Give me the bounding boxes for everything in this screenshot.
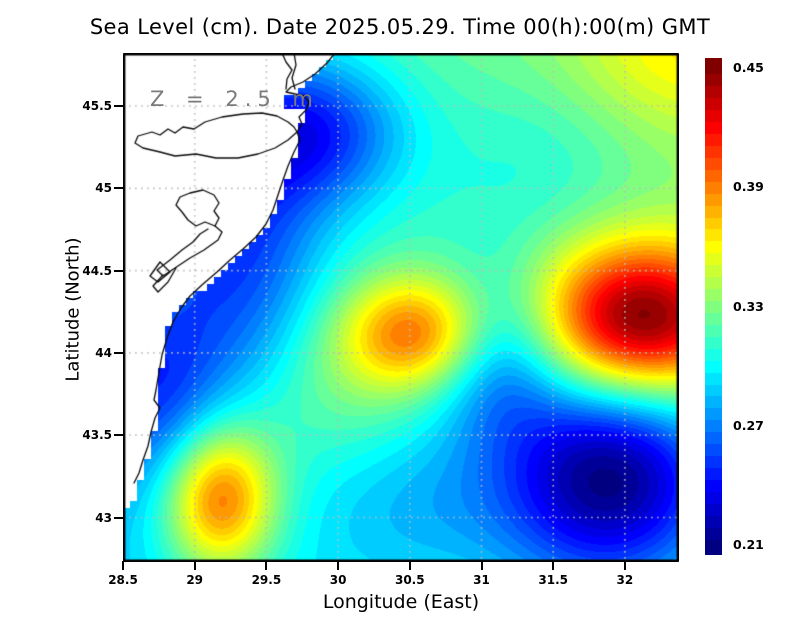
- x-tick-label: 30.5: [394, 573, 425, 587]
- colorbar-gradient: [705, 58, 722, 555]
- x-tick-mark: [623, 561, 626, 570]
- colorbar-tick-label: 0.21: [733, 537, 764, 552]
- y-tick-mark: [114, 105, 123, 107]
- colorbar-tick-label: 0.45: [733, 60, 764, 75]
- plot-title: Sea Level (cm). Date 2025.05.29. Time 00…: [89, 15, 711, 39]
- sea-level-heatmap-canvas: [123, 53, 679, 562]
- x-tick-label: 32: [616, 573, 634, 587]
- colorbar-tick-label: 0.33: [733, 298, 764, 314]
- y-tick-label: 45.5: [82, 99, 112, 113]
- y-tick-mark: [114, 434, 123, 437]
- y-tick-mark: [114, 269, 123, 272]
- y-tick-label: 43.5: [82, 428, 112, 443]
- x-tick-label: 31.5: [538, 573, 568, 587]
- depth-annotation: Z = 2.5 m: [150, 87, 319, 111]
- y-axis-label: Latitude (North): [62, 237, 84, 382]
- x-tick-label: 30: [329, 573, 347, 587]
- x-tick-label: 28.5: [108, 573, 138, 587]
- y-tick-label: 43: [95, 510, 112, 525]
- x-tick-mark: [408, 561, 411, 570]
- x-tick-mark: [193, 561, 196, 570]
- y-tick-mark: [114, 187, 123, 190]
- x-tick-label: 29: [186, 573, 204, 587]
- y-tick-mark: [114, 351, 123, 354]
- x-tick-mark: [552, 561, 555, 570]
- x-tick-mark: [337, 561, 340, 570]
- colorbar-tick-label: 0.39: [733, 179, 764, 195]
- y-tick-mark: [114, 516, 123, 519]
- y-tick-label: 45: [95, 181, 112, 196]
- x-tick-label: 29.5: [251, 573, 282, 587]
- colorbar-tick-label: 0.27: [733, 417, 764, 433]
- x-axis-label: Longitude (East): [322, 591, 480, 613]
- x-tick-label: 31: [473, 573, 490, 587]
- x-tick-mark: [480, 561, 483, 570]
- y-tick-label: 44.5: [82, 263, 112, 278]
- x-tick-mark: [122, 561, 124, 570]
- x-tick-mark: [265, 561, 268, 570]
- y-tick-label: 44: [95, 345, 112, 360]
